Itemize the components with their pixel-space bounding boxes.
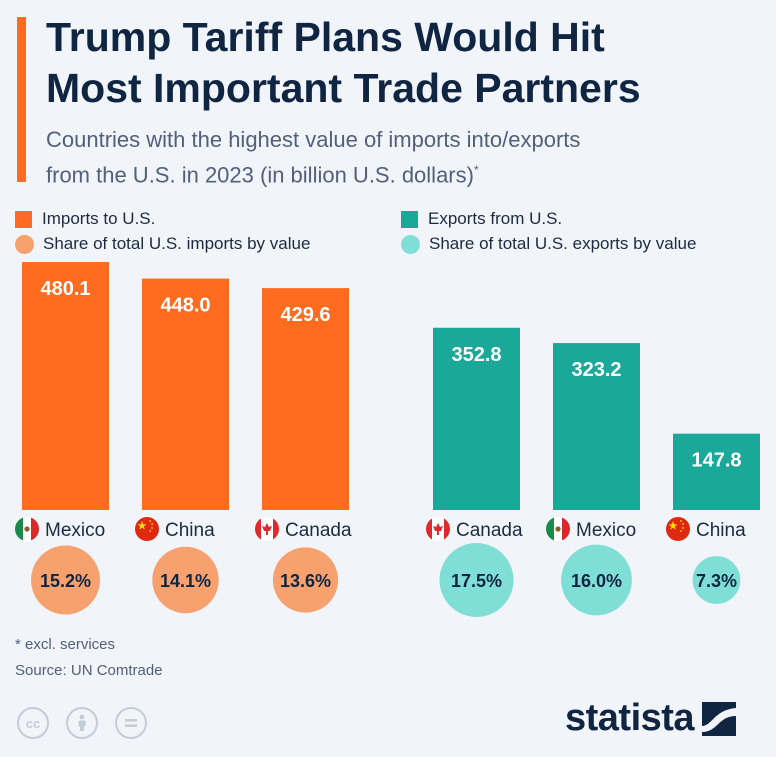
legend-exports-bar: Exports from U.S. (401, 209, 562, 229)
title-line-1: Trump Tariff Plans Would Hit (46, 14, 605, 60)
statista-logo[interactable]: statista (565, 697, 737, 740)
footnote: * excl. services (15, 636, 116, 653)
exports-bar-china (673, 433, 760, 510)
imports-value-label-canada: 429.6 (280, 304, 330, 326)
no-derivatives-icon[interactable] (115, 707, 147, 739)
imports-bar-canada (262, 288, 349, 510)
legend-imports-share: Share of total U.S. imports by value (15, 234, 310, 254)
statista-mark-icon (702, 701, 737, 736)
canada-flag-icon (426, 517, 450, 541)
legend-imports-share-label: Share of total U.S. imports by value (43, 234, 311, 253)
legend-imports-label: Imports to U.S. (42, 209, 156, 228)
imports-category-label-china: China (165, 520, 215, 541)
exports-share-circle-china (692, 556, 741, 604)
exports-value-label-canada: 352.8 (451, 344, 501, 366)
chart-subtitle: Countries with the highest value of impo… (46, 124, 766, 190)
china-flag-icon (666, 517, 690, 541)
bar-chart: 480.1 Mexico 15.2% 448.0 China 14.1% 429.6 Cana… (15, 262, 760, 617)
exports-share-circle-canada (439, 543, 514, 617)
source-note: Source: UN Comtrade (15, 662, 163, 679)
legend-exports-share-label: Share of total U.S. exports by value (429, 234, 697, 253)
subtitle-line-2-text: from the U.S. in 2023 (in billion U.S. d… (46, 162, 474, 188)
exports-category-label-canada: Canada (456, 520, 523, 541)
legend-imports-swatch (15, 210, 32, 228)
exports-share-label-mexico: 16.0% (571, 571, 622, 591)
brand-name: statista (565, 697, 695, 739)
subtitle-line-1: Countries with the highest value of impo… (46, 127, 581, 152)
exports-category-label-china: China (696, 520, 746, 541)
title-accent-bar (17, 17, 26, 182)
imports-value-label-mexico: 480.1 (40, 278, 90, 300)
exports-share-circle-mexico (561, 544, 632, 616)
legend-exports-label: Exports from U.S. (428, 209, 563, 228)
imports-share-circle-china (152, 546, 219, 614)
exports-share-label-canada: 17.5% (451, 571, 502, 591)
exports-bar-mexico (553, 343, 640, 510)
imports-share-label-canada: 13.6% (280, 571, 331, 591)
imports-category-label-mexico: Mexico (45, 520, 105, 541)
imports-bar-mexico (22, 262, 109, 510)
exports-category-label-mexico: Mexico (576, 520, 636, 541)
canada-flag-icon (255, 517, 279, 541)
mexico-flag-icon (15, 517, 39, 541)
chart-title: Trump Tariff Plans Would Hit Most Import… (46, 12, 766, 114)
exports-value-label-mexico: 323.2 (571, 359, 621, 381)
title-line-2: Most Important Trade Partners (46, 65, 641, 111)
imports-share-circle-canada (272, 547, 339, 613)
subtitle-footnote-marker: * (473, 163, 479, 177)
attribution-icon[interactable] (66, 707, 98, 739)
legend-imports-bar: Imports to U.S. (15, 209, 155, 229)
imports-category-label-canada: Canada (285, 520, 352, 541)
legend-imports-share-swatch (15, 234, 34, 254)
exports-value-label-china: 147.8 (691, 450, 741, 472)
imports-share-circle-mexico (31, 545, 100, 615)
legend-exports-share-swatch (401, 234, 420, 254)
imports-share-label-china: 14.1% (160, 571, 211, 591)
legend-exports-swatch (401, 210, 418, 228)
mexico-flag-icon (546, 517, 570, 541)
legend-exports-share: Share of total U.S. exports by value (401, 234, 696, 254)
imports-bar-china (142, 278, 229, 510)
exports-bar-canada (433, 327, 520, 510)
exports-share-label-china: 7.3% (696, 571, 737, 591)
cc-icon[interactable]: cc (17, 707, 49, 739)
china-flag-icon (135, 517, 159, 541)
subtitle-line-2: from the U.S. in 2023 (in billion U.S. d… (46, 155, 766, 190)
imports-value-label-china: 448.0 (160, 295, 210, 317)
imports-share-label-mexico: 15.2% (40, 571, 91, 591)
